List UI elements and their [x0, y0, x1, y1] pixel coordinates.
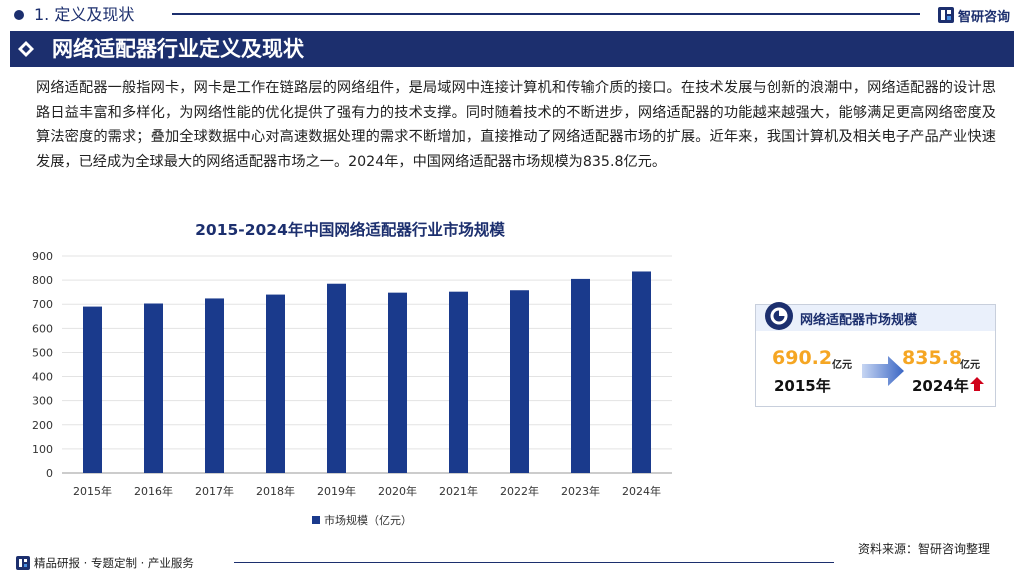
- start-year: 2015年: [774, 377, 831, 395]
- x-tick-label: 2023年: [561, 484, 600, 498]
- bar: [632, 271, 651, 473]
- bar: [83, 306, 102, 473]
- x-tick-label: 2020年: [378, 484, 417, 498]
- market-size-card: 网络适配器市场规模 690.2 亿元 2015年 835.8 亿元 2024年: [755, 302, 996, 407]
- y-tick-label: 600: [32, 322, 53, 335]
- bullet-dot-icon: [14, 10, 24, 20]
- chart-title: 2015-2024年中国网络适配器行业市场规模: [195, 221, 505, 239]
- y-tick-label: 300: [32, 395, 53, 408]
- x-tick-label: 2016年: [134, 484, 173, 498]
- diamond-arrow-icon: [18, 41, 34, 57]
- chart-pie-icon: [765, 302, 793, 330]
- bar: [266, 294, 285, 473]
- start-unit: 亿元: [832, 360, 852, 371]
- y-tick-label: 800: [32, 274, 53, 287]
- bar: [571, 278, 590, 473]
- end-unit: 亿元: [960, 360, 980, 371]
- title-banner: 网络适配器行业定义及现状: [10, 31, 1014, 67]
- bar-chart: 0 100 200 300 400 500 600 700 800 900 2015年 2016年 20…: [32, 250, 672, 498]
- y-tick-label: 900: [32, 250, 53, 263]
- card-title: 网络适配器市场规模: [800, 313, 918, 328]
- x-tick-label: 2015年: [73, 484, 112, 498]
- y-tick-label: 200: [32, 419, 53, 432]
- y-tick-label: 400: [32, 371, 53, 384]
- x-tick-label: 2018年: [256, 484, 295, 498]
- brand-name: 智研咨询: [957, 9, 1010, 25]
- footer-tagline-text: 精品研报 · 专题定制 · 产业服务: [34, 556, 194, 570]
- bar: [327, 283, 346, 473]
- x-tick-label: 2019年: [317, 484, 356, 498]
- bar: [449, 291, 468, 473]
- chart-legend: 市场规模（亿元）: [312, 512, 412, 528]
- section-label: 1. 定义及现状: [34, 5, 135, 24]
- bar: [388, 292, 407, 473]
- x-tick-label: 2017年: [195, 484, 234, 498]
- end-value: 835.8: [902, 347, 963, 369]
- source-note: 资料来源：智研咨询整理: [857, 542, 990, 556]
- top-bar: 1. 定义及现状 智研咨询: [0, 0, 1024, 30]
- y-tick-label: 700: [32, 298, 53, 311]
- end-year: 2024年: [912, 377, 969, 395]
- brand: 智研咨询: [937, 5, 1010, 25]
- legend-swatch: [312, 516, 320, 524]
- footer-logo-icon: [16, 556, 30, 570]
- top-divider: [172, 13, 920, 15]
- legend-label: 市场规模（亿元）: [324, 514, 412, 527]
- bar: [205, 298, 224, 473]
- footer-divider: [234, 562, 834, 563]
- brand-logo-icon: [937, 7, 954, 23]
- y-tick-label: 500: [32, 346, 53, 359]
- footer-tagline: 精品研报 · 专题定制 · 产业服务: [16, 555, 194, 571]
- growth-arrow-icon: [862, 356, 904, 386]
- up-arrow-icon: [970, 377, 984, 391]
- y-tick-label: 0: [46, 467, 53, 480]
- start-value: 690.2: [772, 347, 833, 369]
- intro-paragraph: 网络适配器一般指网卡，网卡是工作在链路层的网络组件，是局域网中连接计算机和传输介…: [36, 80, 996, 170]
- y-tick-label: 100: [32, 443, 53, 456]
- x-tick-label: 2024年: [622, 484, 661, 498]
- x-tick-label: 2022年: [500, 484, 539, 498]
- card-header: 网络适配器市场规模: [756, 305, 995, 331]
- bar: [510, 290, 529, 473]
- x-tick-label: 2021年: [439, 484, 478, 498]
- bar: [144, 303, 163, 473]
- page-title: 网络适配器行业定义及现状: [52, 37, 304, 61]
